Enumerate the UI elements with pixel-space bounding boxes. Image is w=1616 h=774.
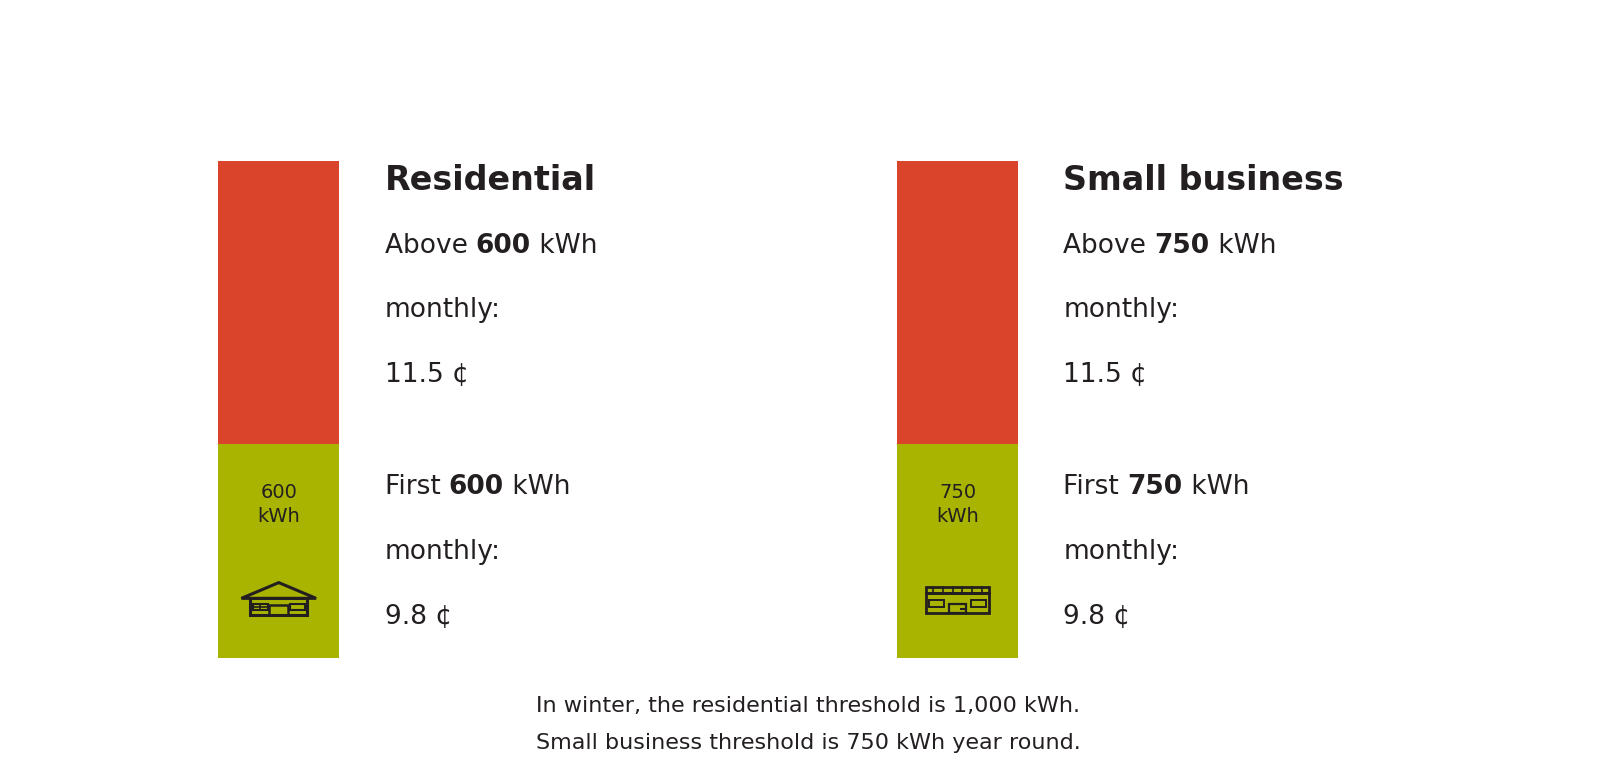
Text: 11.5 ¢: 11.5 ¢ xyxy=(385,362,469,388)
Text: kWh: kWh xyxy=(504,474,570,500)
Text: Residential: Residential xyxy=(385,164,596,197)
Bar xyxy=(218,444,339,658)
Bar xyxy=(250,598,307,615)
Bar xyxy=(897,161,1018,444)
Text: kWh: kWh xyxy=(532,232,598,259)
Text: Small business: Small business xyxy=(1063,164,1345,197)
Bar xyxy=(270,605,288,615)
Bar xyxy=(218,161,339,444)
Text: monthly:: monthly: xyxy=(1063,539,1180,565)
Text: monthly:: monthly: xyxy=(1063,297,1180,324)
Text: 9.8 ¢: 9.8 ¢ xyxy=(1063,604,1131,630)
Text: 600
kWh: 600 kWh xyxy=(257,483,301,526)
Text: 750: 750 xyxy=(1128,474,1183,500)
Text: 750: 750 xyxy=(1154,232,1210,259)
Bar xyxy=(254,604,268,610)
Bar xyxy=(897,444,1018,658)
Text: kWh: kWh xyxy=(1183,474,1249,500)
Text: monthly:: monthly: xyxy=(385,539,501,565)
Text: Above: Above xyxy=(1063,232,1154,259)
Text: Summer Tiered Thresholds (kilowatt hours): Summer Tiered Thresholds (kilowatt hours… xyxy=(192,22,1424,70)
Text: 600: 600 xyxy=(475,232,532,259)
Bar xyxy=(289,604,304,610)
Text: 600: 600 xyxy=(449,474,504,500)
Text: In winter, the residential threshold is 1,000 kWh.: In winter, the residential threshold is … xyxy=(537,696,1079,716)
Text: 9.8 ¢: 9.8 ¢ xyxy=(385,604,452,630)
Text: kWh: kWh xyxy=(1210,232,1277,259)
Text: monthly:: monthly: xyxy=(385,297,501,324)
Bar xyxy=(949,604,966,613)
Text: 750
kWh: 750 kWh xyxy=(936,483,979,526)
Bar xyxy=(926,587,989,593)
Bar xyxy=(926,593,989,613)
Bar xyxy=(929,600,944,608)
Bar xyxy=(971,600,986,608)
Text: Small business threshold is 750 kWh year round.: Small business threshold is 750 kWh year… xyxy=(535,733,1081,753)
Text: 11.5 ¢: 11.5 ¢ xyxy=(1063,362,1147,388)
Text: First: First xyxy=(385,474,449,500)
Text: Above: Above xyxy=(385,232,475,259)
Text: First: First xyxy=(1063,474,1128,500)
